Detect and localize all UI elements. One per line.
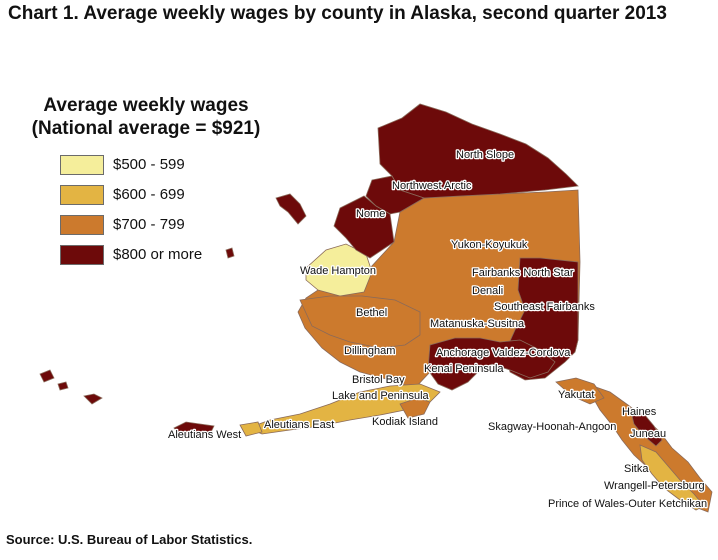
label-lake-peninsula: Lake and Peninsula [332, 390, 430, 402]
label-bristol-bay: Bristol Bay [352, 374, 405, 386]
label-yakutat: Yakutat [558, 389, 595, 401]
legend-swatch-700-799 [60, 215, 104, 235]
region-wade-hampton [305, 243, 373, 297]
label-denali: Denali [472, 285, 503, 297]
label-haines: Haines [622, 406, 657, 418]
region-southcentral [427, 337, 556, 391]
region-nome [333, 195, 395, 259]
chart-title: Chart 1. Average weekly wages by county … [8, 3, 667, 24]
legend-label-500-599: $500 - 599 [113, 156, 185, 173]
label-north-slope: North Slope [456, 149, 514, 161]
label-juneau: Juneau [630, 428, 666, 440]
label-aleutians-east: Aleutians East [264, 419, 334, 431]
legend-label-700-799: $700 - 799 [113, 216, 185, 233]
region-aleutian-isle-2 [57, 381, 69, 391]
label-sitka: Sitka [624, 463, 649, 475]
legend-title: Average weekly wages (National average =… [14, 94, 278, 140]
label-yukon-koyukuk: Yukon-Koyukuk [451, 239, 528, 251]
label-dillingham: Dillingham [344, 345, 395, 357]
label-fairbanks: Fairbanks North Star [472, 267, 574, 279]
label-skagway: Skagway-Hoonah-Angoon [488, 421, 616, 433]
label-kodiak: Kodiak Island [372, 416, 438, 428]
label-kenai: Kenai Peninsula [424, 363, 504, 375]
region-aleutian-isle-3 [83, 393, 103, 405]
legend-swatch-500-599 [60, 155, 104, 175]
region-northwest-arctic [365, 175, 425, 215]
legend-label-600-699: $600 - 699 [113, 186, 185, 203]
region-prince-of-wales [639, 444, 705, 511]
region-aleutian-isle-4 [225, 247, 235, 259]
legend-swatch-800-plus [60, 245, 104, 265]
legend-swatch-600-699 [60, 185, 104, 205]
label-anchorage-valdez: Anchorage Valdez-Cordova [436, 347, 571, 359]
region-st-lawrence-island [275, 193, 307, 225]
legend-title-line2: (National average = $921) [31, 118, 261, 139]
legend-title-line1: Average weekly wages [43, 95, 249, 116]
label-matanuska: Matanuska-Susitna [430, 318, 525, 330]
region-bethel [299, 295, 421, 349]
label-prince-of-wales: Prince of Wales-Outer Ketchikan [548, 498, 707, 510]
region-kodiak [399, 397, 431, 419]
label-bethel: Bethel [356, 307, 387, 319]
region-yakutat [555, 377, 605, 405]
label-wrangell: Wrangell-Petersburg [604, 480, 705, 492]
region-aleutians-west [173, 421, 215, 437]
source-note: Source: U.S. Bureau of Labor Statistics. [6, 532, 253, 547]
legend-label-800-plus: $800 or more [113, 246, 203, 263]
region-peninsula [246, 383, 441, 435]
label-nome: Nome [356, 208, 385, 220]
region-aleutian-isle-1 [39, 369, 55, 383]
region-southeast-islands [589, 384, 713, 513]
label-wade-hampton: Wade Hampton [300, 265, 376, 277]
region-aleutians-east-tail [239, 421, 263, 437]
region-juneau-haines [629, 407, 663, 447]
label-southeast-fairbanks: Southeast Fairbanks [494, 301, 595, 313]
label-northwest-arctic: Northwest Arctic [392, 180, 472, 192]
label-aleutians-west: Aleutians West [168, 429, 241, 441]
